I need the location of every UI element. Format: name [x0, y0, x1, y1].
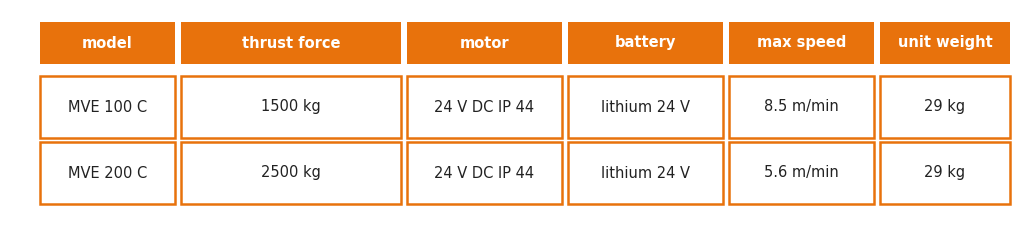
Bar — [880, 142, 1010, 204]
Text: 24 V DC IP 44: 24 V DC IP 44 — [434, 100, 535, 114]
Text: lithium 24 V: lithium 24 V — [601, 100, 690, 114]
Text: 1500 kg: 1500 kg — [261, 100, 321, 114]
Bar — [407, 142, 562, 204]
Bar — [880, 22, 1010, 64]
Bar — [729, 22, 874, 64]
Bar — [729, 76, 874, 138]
Text: motor: motor — [460, 35, 509, 51]
Text: battery: battery — [614, 35, 676, 51]
Bar — [407, 22, 562, 64]
Bar — [729, 142, 874, 204]
Bar — [407, 76, 562, 138]
Text: lithium 24 V: lithium 24 V — [601, 165, 690, 181]
Text: 2500 kg: 2500 kg — [261, 165, 321, 181]
Bar — [880, 76, 1010, 138]
Text: thrust force: thrust force — [242, 35, 340, 51]
Bar — [181, 22, 401, 64]
Text: 5.6 m/min: 5.6 m/min — [764, 165, 839, 181]
Bar — [181, 142, 401, 204]
Text: max speed: max speed — [757, 35, 846, 51]
Bar — [568, 142, 723, 204]
Text: 29 kg: 29 kg — [925, 100, 966, 114]
Bar — [40, 142, 175, 204]
Text: unit weight: unit weight — [898, 35, 992, 51]
Bar — [568, 22, 723, 64]
Text: model: model — [82, 35, 133, 51]
Text: 24 V DC IP 44: 24 V DC IP 44 — [434, 165, 535, 181]
Bar — [568, 76, 723, 138]
Text: 8.5 m/min: 8.5 m/min — [764, 100, 839, 114]
Bar — [181, 76, 401, 138]
Text: 29 kg: 29 kg — [925, 165, 966, 181]
Bar — [40, 22, 175, 64]
Bar — [40, 76, 175, 138]
Text: MVE 200 C: MVE 200 C — [68, 165, 147, 181]
Text: MVE 100 C: MVE 100 C — [68, 100, 147, 114]
